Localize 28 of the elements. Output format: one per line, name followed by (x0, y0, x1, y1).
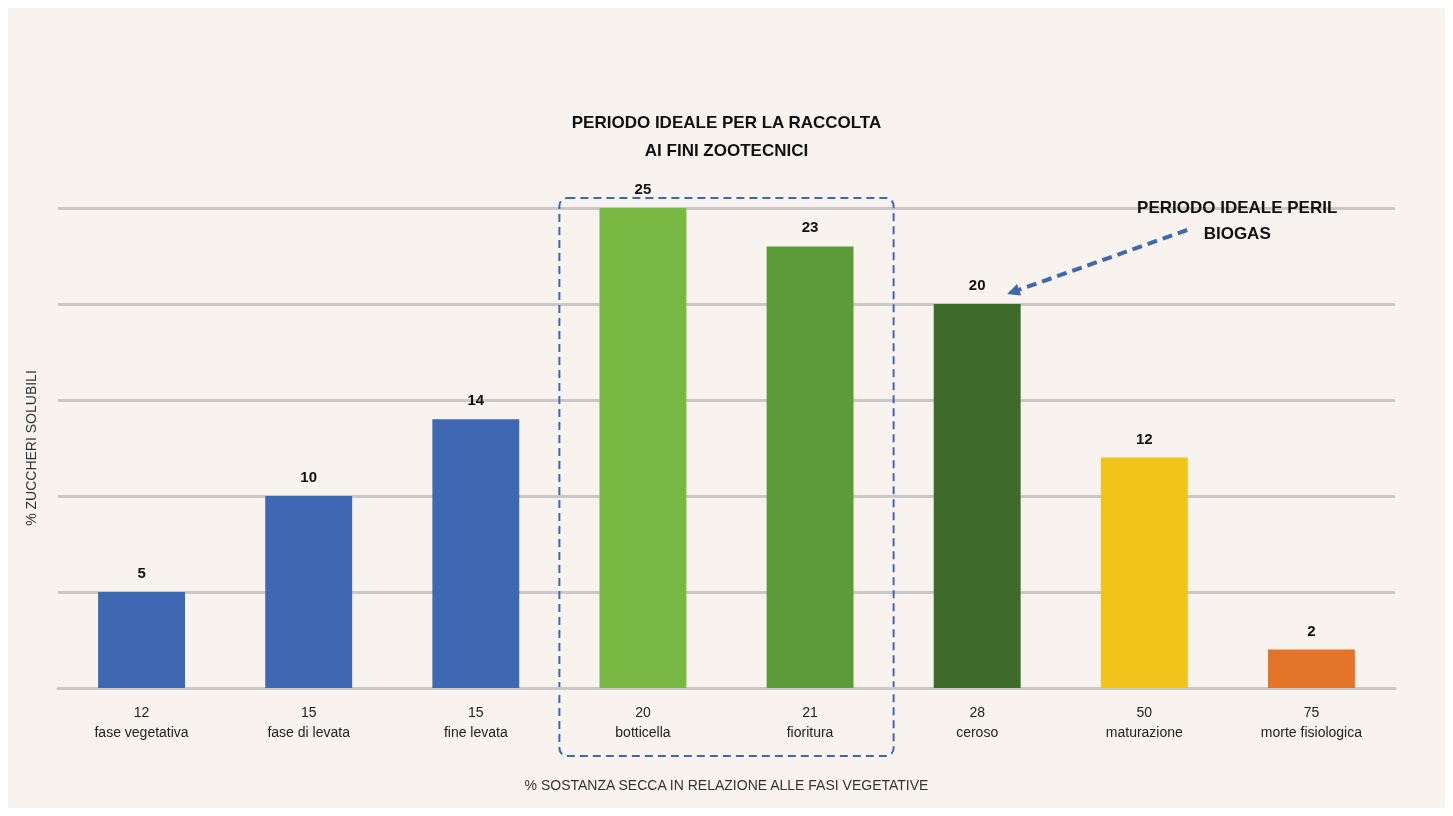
bar (1100, 457, 1188, 688)
data-label: 10 (300, 468, 318, 485)
data-label: 25 (634, 180, 652, 197)
x-tick-label: 15 fine levata (443, 704, 508, 740)
bar (766, 246, 854, 688)
bar (98, 592, 186, 688)
bar (265, 496, 353, 688)
annotation: PERIODO IDEALE PERIL BIOGAS (1137, 197, 1338, 243)
x-tick-label: 75 morte fisiologica (1260, 704, 1363, 740)
text: PERIODO IDEALE PER LA RACCOLTA AI FINI ZOOTECNICI (571, 112, 882, 160)
x-tick-label: 21 fioritura (786, 704, 834, 740)
data-label: 23 (801, 218, 819, 236)
data-label: 14 (467, 391, 485, 409)
x-axis-title: % SOSTANZA SECCA IN RELAZIONE ALLE FASI VEGETATIVE (524, 777, 929, 793)
data-label: 12 (1135, 429, 1153, 447)
y-axis-title: % ZUCCHERI SOLUBILI (23, 370, 39, 526)
x-tick-label: 28 ceroso (956, 704, 999, 740)
x-tick-label: 50 maturazione (1105, 704, 1184, 740)
bar (1267, 649, 1355, 688)
bar (432, 419, 520, 688)
data-label: 20 (968, 276, 986, 293)
x-tick-label: 12 fase vegetativa (94, 704, 189, 740)
bar (599, 208, 687, 688)
bar (933, 304, 1021, 688)
x-tick-label: 15 fase di levata (267, 704, 351, 740)
data-label: 5 (137, 564, 146, 581)
x-tick-label: 20 botticella (615, 704, 671, 740)
data-label: 2 (1307, 621, 1316, 639)
